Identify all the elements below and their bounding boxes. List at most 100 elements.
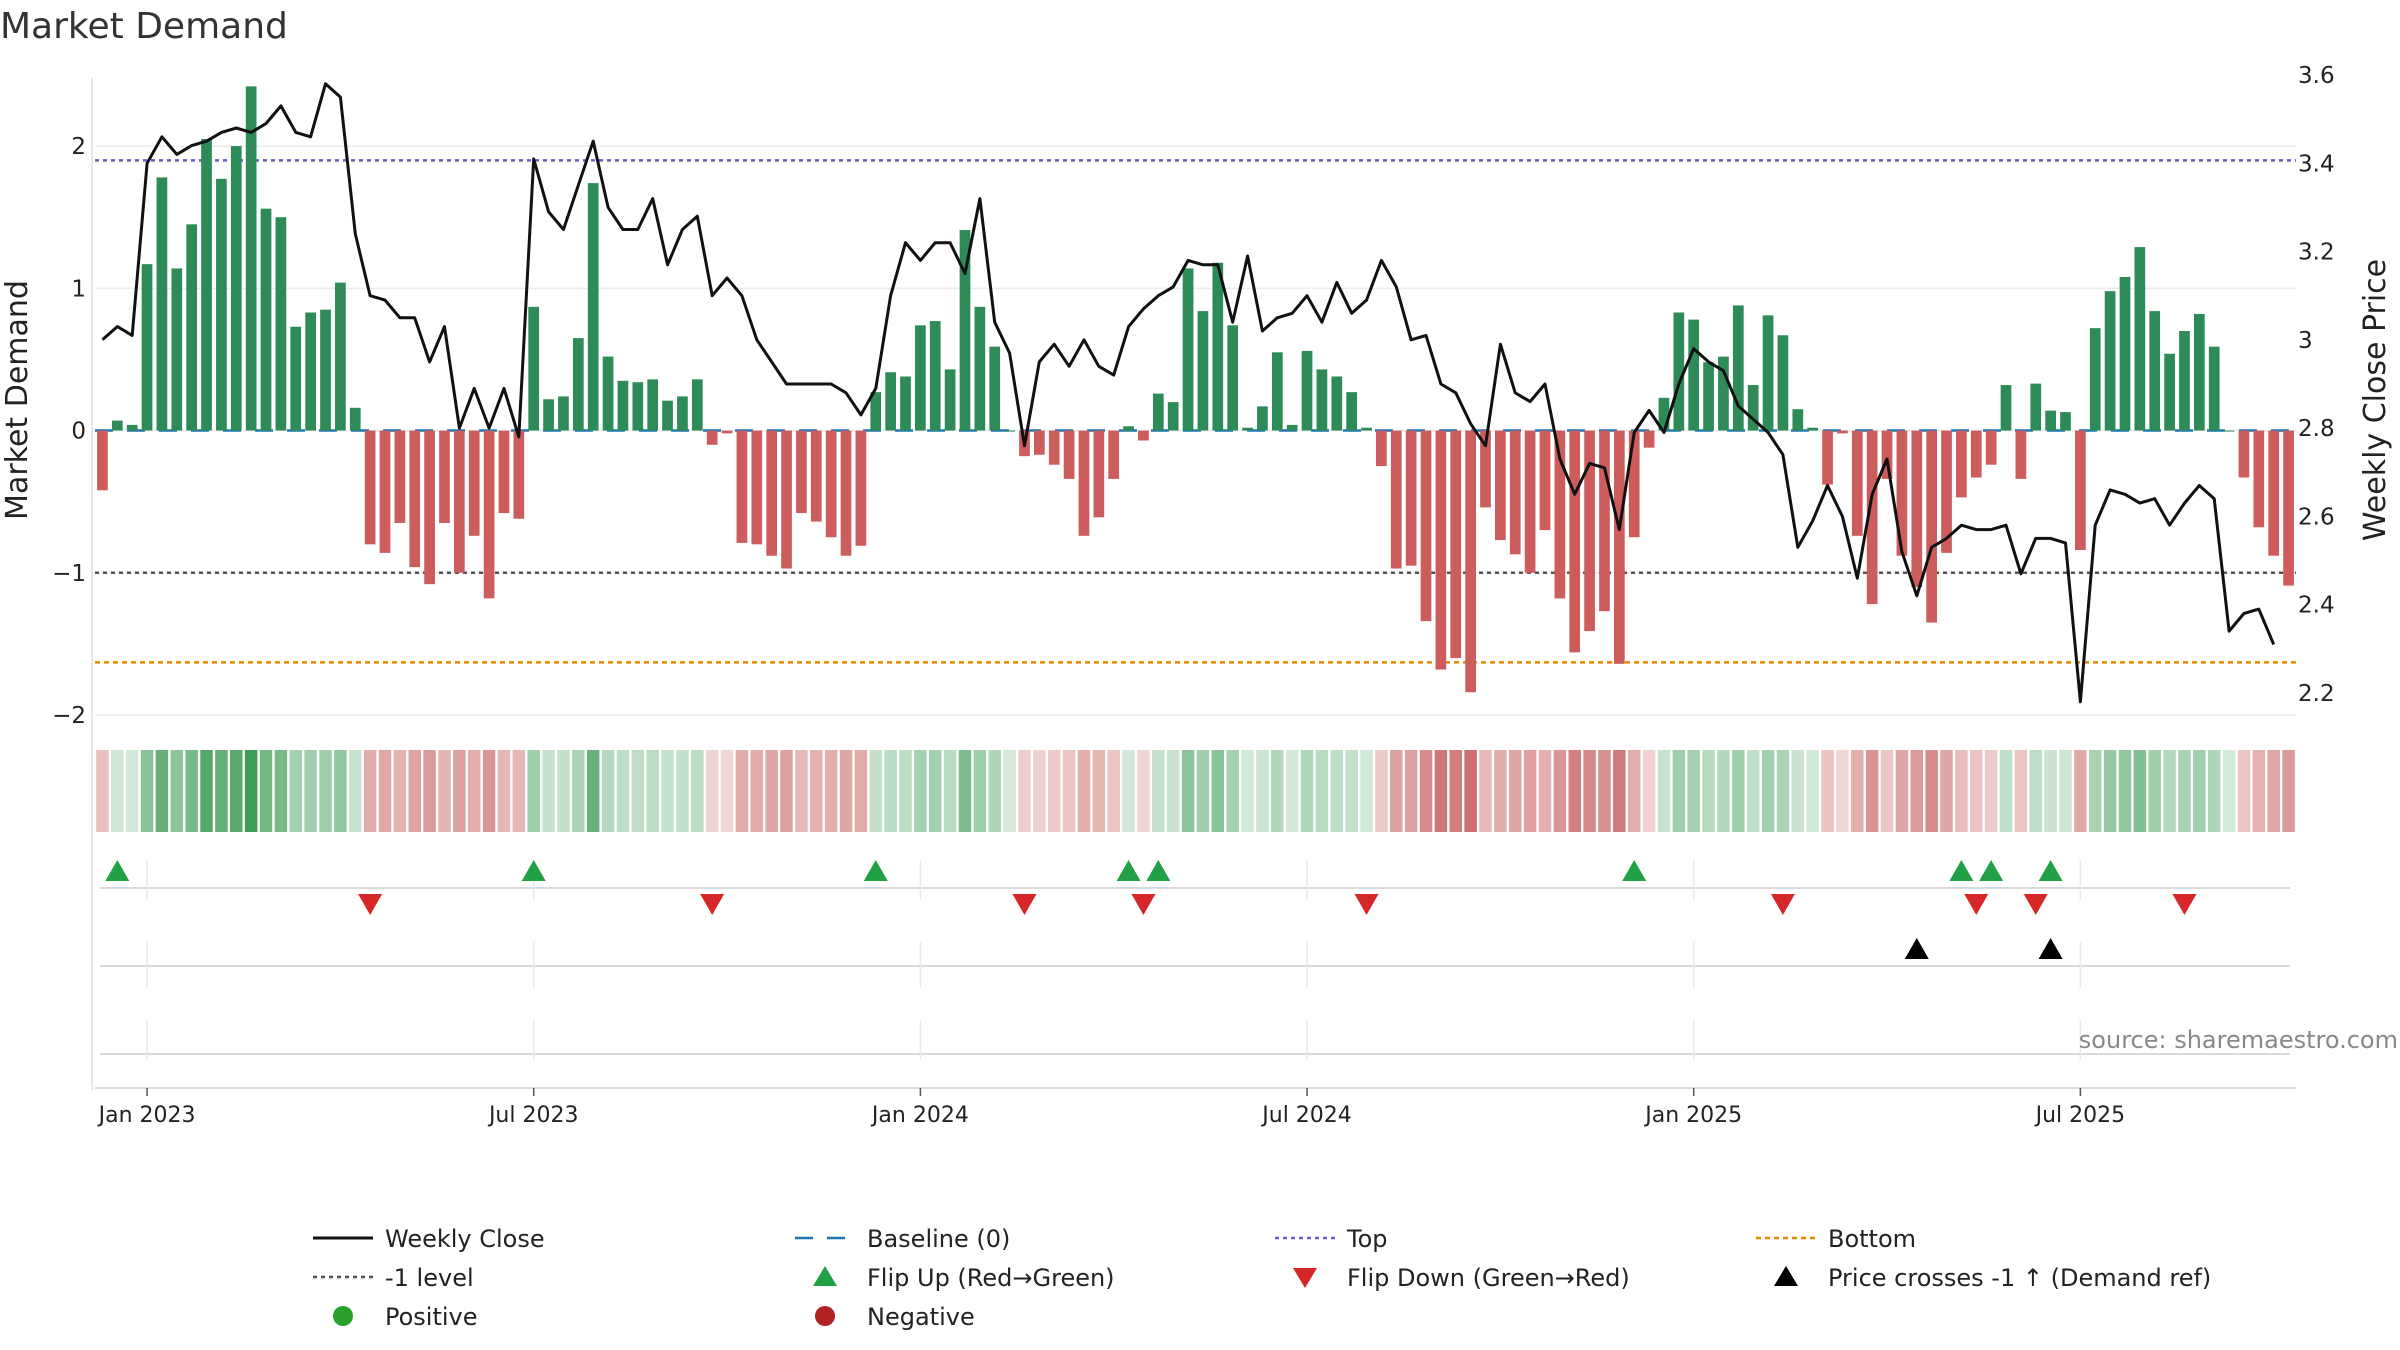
heat-cell	[1508, 750, 1522, 832]
demand-bar	[186, 224, 198, 431]
demand-bar	[706, 430, 718, 445]
demand-bar	[617, 380, 629, 431]
heat-cell	[96, 750, 109, 832]
heat-cell	[2103, 750, 2117, 832]
heat-cell	[1479, 750, 1492, 832]
heat-cell	[527, 750, 540, 832]
demand-bar	[587, 183, 599, 431]
heat-cell	[2029, 750, 2042, 832]
demand-bar	[97, 430, 108, 491]
heat-cell	[1062, 750, 1076, 832]
demand-bar	[141, 264, 153, 431]
demand-bar	[1732, 305, 1744, 431]
demand-bar	[1911, 430, 1923, 587]
demand-bar	[1643, 430, 1655, 448]
legend-label: Flip Down (Green→Red)	[1347, 1264, 1630, 1292]
axes: 2 1 0 −1 −2 3.6 3.4 3.2 3 2.8 2.6 2.4 2.2 Market Dema…	[0, 63, 2393, 1090]
flip-down-marker	[358, 894, 383, 915]
heat-cell	[1672, 750, 1686, 832]
demand-bar	[1063, 430, 1075, 479]
heat-cell	[2118, 750, 2132, 832]
demand-bar	[379, 430, 391, 553]
flip-down-marker	[1012, 894, 1037, 915]
heat-cell	[1687, 750, 1700, 832]
demand-bar	[156, 177, 168, 431]
demand-bar	[1197, 311, 1209, 431]
heat-cell	[884, 750, 897, 832]
demand-bar	[1286, 424, 1298, 431]
heat-cell	[557, 750, 570, 832]
heat-cell	[1494, 750, 1507, 832]
heat-cell	[1241, 750, 1254, 832]
demand-bar	[1405, 430, 1417, 566]
left-tick-label: −2	[52, 703, 86, 729]
demand-bar	[1167, 402, 1179, 431]
heat-cell	[1538, 750, 1552, 832]
flip-up-marker	[105, 860, 130, 881]
demand-bar	[513, 430, 525, 519]
flip-up-marker	[1622, 860, 1647, 881]
demand-bar	[1777, 335, 1789, 431]
demand-bar	[766, 430, 778, 556]
demand-bar	[1985, 430, 1997, 465]
heat-cell	[334, 750, 347, 832]
demand-bar	[1078, 430, 1090, 536]
demand-bar	[1361, 427, 1372, 431]
heat-cell	[1077, 750, 1091, 832]
demand-bar	[230, 146, 242, 431]
demand-bar	[2268, 430, 2280, 556]
demand-bar	[1465, 430, 1476, 693]
heat-cell	[1553, 750, 1567, 832]
demand-bar	[216, 178, 227, 431]
heat-cell	[1568, 750, 1581, 832]
heat-cell	[616, 750, 630, 832]
demand-bar	[825, 430, 837, 538]
demand-bar	[796, 430, 807, 514]
demand-bar	[1896, 430, 1908, 556]
demand-bar	[1524, 430, 1536, 573]
heat-cell	[1851, 750, 1864, 832]
demand-bar	[528, 306, 540, 431]
right-tick-label: 3	[2298, 328, 2313, 354]
heat-cell	[1940, 750, 1953, 832]
demand-bar	[691, 379, 703, 431]
heat-cell	[2014, 750, 2028, 832]
heat-cell	[1746, 750, 1760, 832]
heat-cell	[467, 750, 481, 832]
heat-cell	[1464, 750, 1477, 832]
heat-cell	[2207, 750, 2221, 832]
demand-bar	[1658, 397, 1670, 431]
demand-bar	[1346, 392, 1358, 431]
flip-down-marker	[1964, 894, 1989, 915]
right-tick-label: 2.6	[2298, 504, 2335, 530]
heat-cell	[1702, 750, 1715, 832]
demand-bar	[1048, 430, 1060, 465]
heat-cell	[1256, 750, 1269, 832]
demand-bar	[1688, 319, 1700, 431]
heat-cell	[1598, 750, 1611, 832]
heat-cell	[1271, 750, 1284, 832]
demand-bar	[677, 396, 688, 431]
flip-down-marker	[2023, 894, 2048, 915]
heat-cell	[1360, 750, 1373, 832]
demand-bar	[885, 372, 896, 431]
demand-heat-strip	[96, 750, 2295, 832]
heat-cell	[2222, 750, 2236, 832]
right-axis-title: Weekly Close Price	[2358, 259, 2393, 541]
heat-cell	[289, 750, 303, 832]
heat-cell	[914, 750, 927, 832]
flip-down-marker	[1131, 894, 1156, 915]
heat-cell	[2088, 750, 2102, 832]
heat-cell	[140, 750, 154, 832]
heat-cell	[1999, 750, 2013, 832]
legend-item: Flip Down (Green→Red)	[1293, 1264, 1630, 1292]
demand-bar	[468, 430, 480, 536]
demand-bar	[260, 208, 272, 431]
heat-cell	[2178, 750, 2191, 832]
demand-bar	[498, 430, 510, 514]
heat-cell	[661, 750, 674, 832]
demand-bar	[1628, 430, 1640, 538]
demand-bar	[1762, 315, 1774, 431]
demand-bar	[1257, 406, 1268, 431]
heat-cell	[363, 750, 377, 832]
